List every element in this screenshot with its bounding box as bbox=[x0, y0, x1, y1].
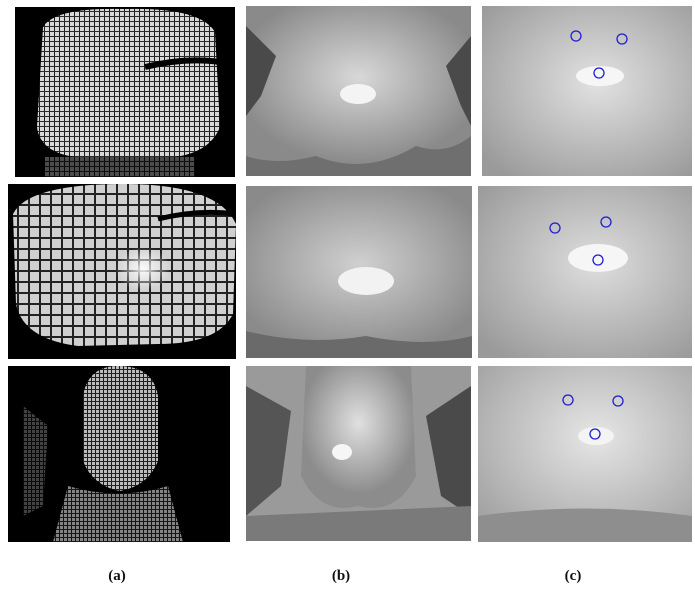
landmark-left-eye bbox=[549, 222, 561, 234]
landmark-map-row1 bbox=[482, 6, 692, 176]
depth-map-row2 bbox=[246, 186, 472, 358]
landmark-left-eye bbox=[570, 30, 582, 42]
landmark-nose-tip bbox=[593, 67, 605, 79]
raw-depth-grid-row1 bbox=[15, 7, 235, 177]
depth-map-row3 bbox=[246, 366, 471, 541]
caption-b: (b) bbox=[331, 568, 351, 584]
landmark-nose-tip bbox=[592, 254, 604, 266]
caption-c: (c) bbox=[564, 568, 582, 584]
landmark-nose-tip bbox=[589, 428, 601, 440]
depth-map-row1 bbox=[246, 6, 471, 176]
caption-a: (a) bbox=[108, 568, 126, 584]
landmark-right-eye bbox=[616, 33, 628, 45]
landmark-right-eye bbox=[600, 216, 612, 228]
raw-depth-grid-row3 bbox=[8, 366, 230, 542]
raw-depth-grid-row2 bbox=[8, 184, 236, 359]
landmark-left-eye bbox=[562, 394, 574, 406]
landmark-right-eye bbox=[612, 395, 624, 407]
landmark-map-row2 bbox=[478, 186, 692, 358]
landmark-map-row3 bbox=[478, 366, 692, 542]
